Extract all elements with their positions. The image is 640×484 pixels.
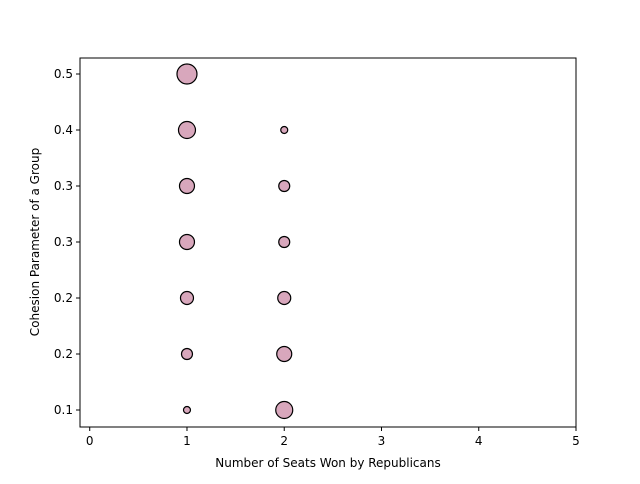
scatter-point (179, 290, 195, 306)
scatter-point (178, 233, 196, 251)
x-axis-ticks: 0 1 2 3 4 5 (86, 427, 580, 448)
x-tick-label: 3 (378, 434, 386, 448)
scatter-point (180, 347, 194, 361)
y-tick-label: 0.2 (54, 291, 73, 305)
x-axis-label: Number of Seats Won by Republicans (215, 456, 440, 470)
y-tick-label: 0.3 (54, 179, 73, 193)
y-tick-label: 0.3 (54, 235, 73, 249)
points-layer (176, 63, 294, 420)
scatter-point (182, 405, 192, 415)
x-tick-label: 4 (475, 434, 483, 448)
x-tick-label: 2 (280, 434, 288, 448)
y-tick-label: 0.4 (54, 123, 73, 137)
y-tick-label: 0.1 (54, 403, 73, 417)
y-tick-label: 0.2 (54, 347, 73, 361)
x-tick-label: 1 (183, 434, 191, 448)
plot-frame (79, 57, 577, 428)
scatter-point (277, 290, 292, 306)
scatter-point (278, 235, 291, 249)
x-tick-label: 0 (86, 434, 94, 448)
scatter-point (280, 125, 289, 135)
scatter-point (278, 179, 291, 193)
scatter-point (276, 345, 293, 363)
y-axis-label: Cohesion Parameter of a Group (28, 148, 42, 336)
scatter-point (177, 120, 197, 140)
y-tick-label: 0.5 (54, 67, 73, 81)
scatter-point (178, 177, 196, 195)
scatter-point (176, 63, 198, 85)
x-tick-label: 5 (572, 434, 580, 448)
y-axis-ticks: 0.1 0.2 0.2 0.3 0.3 0.4 0.5 (54, 67, 80, 417)
scatter-point (275, 400, 294, 420)
